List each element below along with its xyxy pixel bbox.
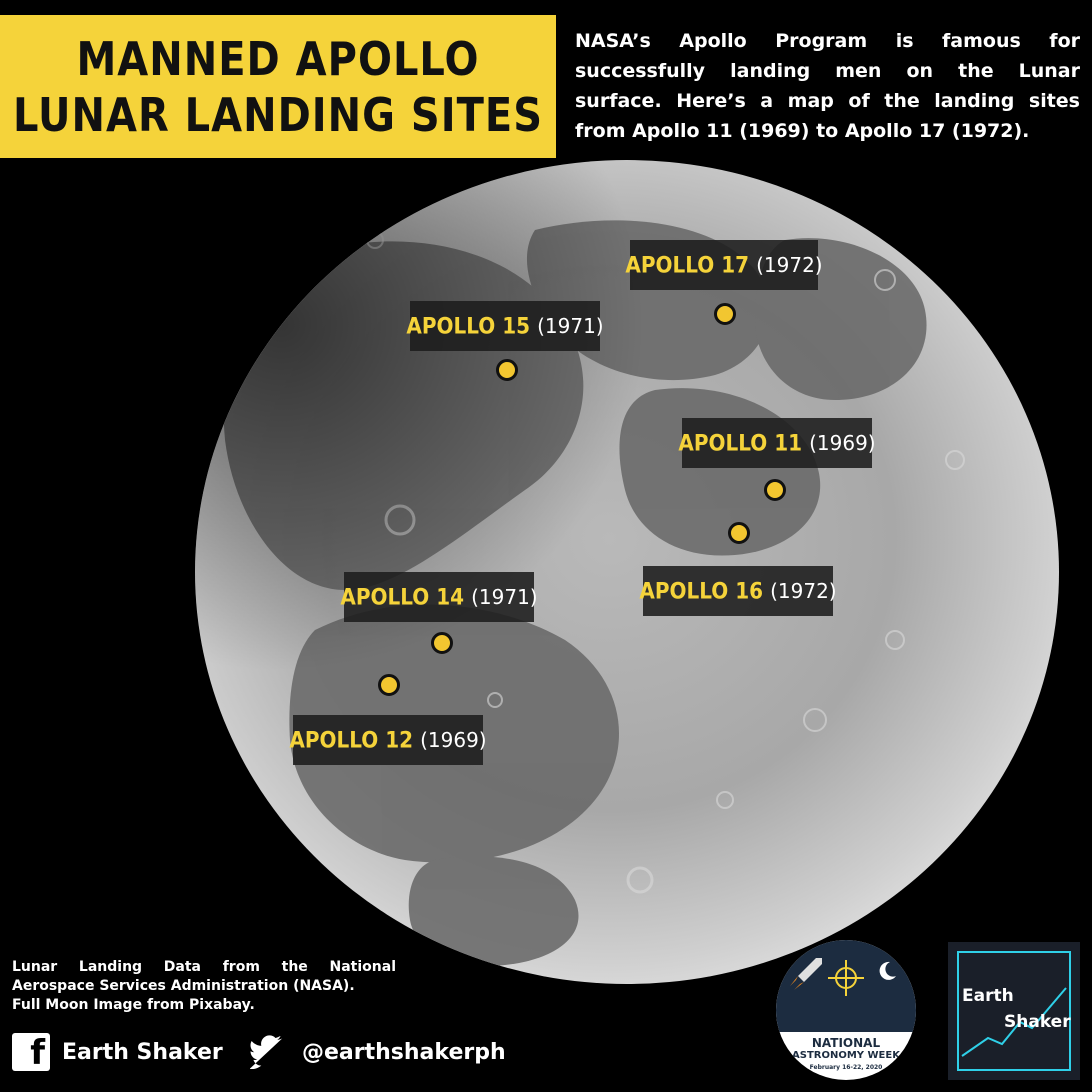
facebook-link[interactable]: f Earth Shaker	[12, 1032, 223, 1073]
title-line-2: LUNAR LANDING SITES	[12, 89, 544, 143]
site-label-apollo-12: APOLLO 12 (1969)	[289, 715, 487, 765]
seismograph-icon	[961, 987, 1067, 1057]
intro-text: NASA’s Apollo Program is famous for succ…	[575, 30, 1080, 142]
earth-shaker-logo: Earth Shaker	[948, 942, 1080, 1080]
twitter-icon	[250, 1035, 283, 1069]
telescope-icon	[828, 960, 864, 996]
site-name: APOLLO 17	[625, 251, 750, 279]
twitter-handle: @earthshakerph	[302, 1039, 506, 1065]
facebook-icon: f	[12, 1033, 50, 1073]
logo-word-2: Shaker	[1004, 1012, 1071, 1032]
moon-map	[195, 160, 1060, 985]
badge-line-1: NATIONAL	[811, 1036, 881, 1050]
site-name: APOLLO 12	[289, 726, 414, 754]
site-year: (1971)	[537, 314, 604, 338]
site-year: (1971)	[471, 585, 538, 609]
badge-line-2: ASTRONOMY WEEK	[792, 1050, 900, 1061]
logo-frame	[957, 951, 1071, 1071]
site-year: (1972)	[756, 253, 823, 277]
twitter-link[interactable]: @earthshakerph	[250, 1032, 506, 1072]
site-marker-icon[interactable]	[496, 359, 518, 381]
site-label-apollo-11: APOLLO 11 (1969)	[678, 418, 876, 468]
site-marker-icon[interactable]	[378, 674, 400, 696]
site-year: (1972)	[770, 579, 837, 603]
site-name: APOLLO 14	[340, 583, 465, 611]
site-label-apollo-17: APOLLO 17 (1972)	[625, 240, 823, 290]
moon-icon	[879, 961, 896, 980]
credits: Lunar Landing Data from the National Aer…	[12, 958, 396, 1015]
site-label-apollo-16: APOLLO 16 (1972)	[639, 566, 837, 616]
site-marker-icon[interactable]	[728, 522, 750, 544]
badge-line-3: February 16-22, 2020	[809, 1064, 883, 1071]
credits-line-1: Lunar Landing Data from the National Aer…	[12, 959, 396, 994]
site-name: APOLLO 15	[406, 312, 531, 340]
site-marker-icon[interactable]	[431, 632, 453, 654]
credits-line-2: Full Moon Image from Pixabay.	[12, 997, 255, 1013]
site-year: (1969)	[809, 431, 876, 455]
site-marker-icon[interactable]	[764, 479, 786, 501]
astronomy-week-badge: NATIONAL ASTRONOMY WEEK February 16-22, …	[776, 940, 916, 1080]
site-name: APOLLO 11	[678, 429, 803, 457]
logo-word-1: Earth	[962, 986, 1014, 1006]
site-year: (1969)	[420, 728, 487, 752]
moon-image	[195, 160, 1059, 984]
title-banner: MANNED APOLLO LUNAR LANDING SITES	[0, 15, 556, 158]
rocket-icon	[790, 958, 822, 990]
site-label-apollo-14: APOLLO 14 (1971)	[340, 572, 538, 622]
site-name: APOLLO 16	[639, 577, 764, 605]
facebook-handle: Earth Shaker	[62, 1039, 223, 1065]
title-line-1: MANNED APOLLO	[76, 33, 480, 87]
site-label-apollo-15: APOLLO 15 (1971)	[406, 301, 604, 351]
site-marker-icon[interactable]	[714, 303, 736, 325]
